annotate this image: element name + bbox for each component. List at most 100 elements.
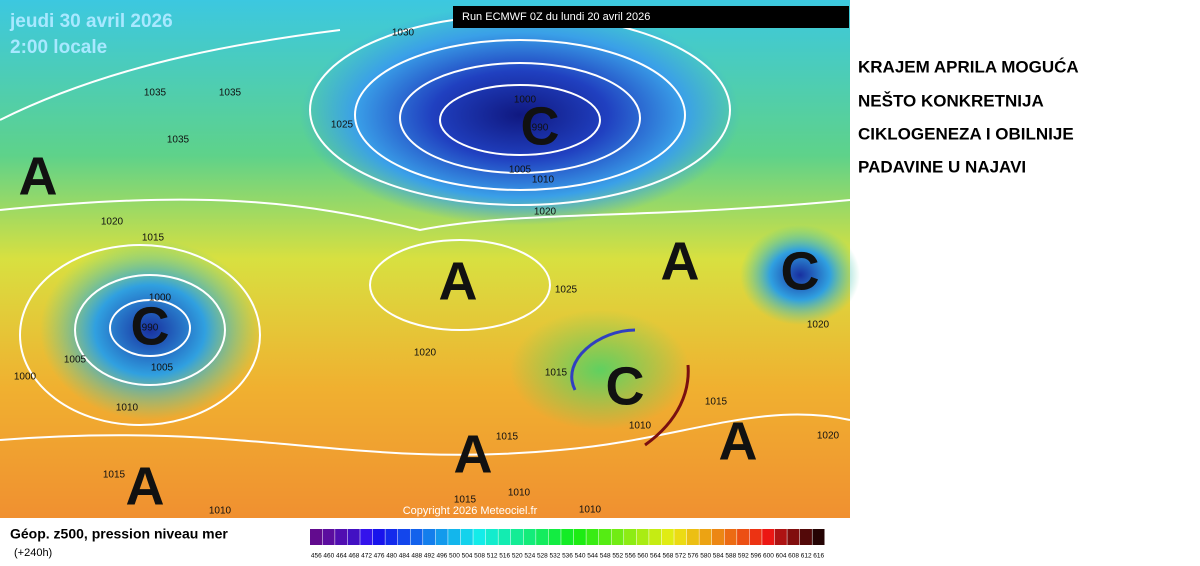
isobar-label: 1010 <box>209 506 232 517</box>
scale-cell <box>335 529 348 545</box>
scale-cell <box>397 529 410 545</box>
isobar-label: 1015 <box>705 397 728 408</box>
headline-line: CIKLOGENEZA I OBILNIJE <box>858 124 1074 143</box>
scale-cell <box>774 529 787 545</box>
isobar-label: 1010 <box>116 403 139 414</box>
scale-label: 556 <box>625 553 636 560</box>
headline-line: KRAJEM APRILA MOGUĆA <box>858 57 1079 76</box>
isobar-label: 1030 <box>392 28 415 39</box>
isobar-label: 1015 <box>103 470 126 481</box>
scale-cell <box>410 529 423 545</box>
isobar-label: 1000 <box>149 293 172 304</box>
scale-cell <box>724 529 737 545</box>
scale-label: 608 <box>788 553 799 560</box>
scale-label: 592 <box>738 553 749 560</box>
isobar-label: 1020 <box>807 320 830 331</box>
scale-cell <box>573 529 586 545</box>
isobar-label: 1015 <box>545 368 568 379</box>
scale-cell <box>460 529 473 545</box>
scale-label: 560 <box>637 553 648 560</box>
run-label: Run ECMWF 0Z du lundi 20 avril 2026 <box>462 11 650 23</box>
isobar-label: 1005 <box>64 355 87 366</box>
scale-label: 484 <box>399 553 410 560</box>
scale-cell <box>686 529 699 545</box>
scale-label: 612 <box>801 553 812 560</box>
isobar-label: 1035 <box>167 135 190 146</box>
time-label: 2:00 locale <box>10 37 107 58</box>
copyright: Copyright 2026 Meteociel.fr <box>403 505 538 517</box>
scale-cell <box>598 529 611 545</box>
scale-label: 504 <box>462 553 473 560</box>
scale-label: 464 <box>336 553 347 560</box>
scale-label: 468 <box>349 553 360 560</box>
scale-label: 600 <box>763 553 774 560</box>
scale-cell <box>310 529 323 545</box>
scale-cell <box>523 529 536 545</box>
isobar-label: 1035 <box>144 88 167 99</box>
scale-label: 536 <box>562 553 573 560</box>
weather-map: Run ECMWF 0Z du lundi 20 avril 2026 jeud… <box>0 0 860 518</box>
pressure-system: A <box>439 251 478 311</box>
scale-label: 564 <box>650 553 661 560</box>
scale-label: 604 <box>776 553 787 560</box>
scale-cell <box>510 529 524 545</box>
scale-label: 488 <box>411 553 422 560</box>
scale-cell <box>649 529 662 545</box>
isobar-label: 1015 <box>496 432 519 443</box>
pressure-system: A <box>454 424 493 484</box>
scale-cell <box>347 529 360 545</box>
pressure-system: C <box>781 241 820 301</box>
color-scale: 456 460 464 468 472 476 480 484 488 492 496 500 504 5… <box>310 529 825 560</box>
isobar-label: 1020 <box>534 207 557 218</box>
headline-line: NEŠTO KONKRETNIJA <box>858 91 1044 110</box>
scale-cell <box>624 529 637 545</box>
pressure-system: C <box>521 96 560 156</box>
isobar-label: 1005 <box>509 165 532 176</box>
isobar-label: 1020 <box>414 348 437 359</box>
isobar-label: 1015 <box>454 495 477 506</box>
scale-label: 540 <box>575 553 586 560</box>
scale-label: 524 <box>524 553 535 560</box>
isobar-label: 1000 <box>514 95 537 106</box>
scale-label: 544 <box>587 553 598 560</box>
scale-cell <box>661 529 674 545</box>
scale-cell <box>360 529 373 545</box>
scale-label: 588 <box>725 553 736 560</box>
isobar-label: 990 <box>142 323 159 334</box>
isobar-label: 1025 <box>331 120 354 131</box>
scale-cell <box>699 529 712 545</box>
scale-cell <box>799 529 812 545</box>
legend-title: Géop. z500, pression niveau mer <box>10 526 228 542</box>
scale-label: 512 <box>487 553 498 560</box>
scale-label: 500 <box>449 553 460 560</box>
scale-label: 492 <box>424 553 435 560</box>
scale-label: 572 <box>675 553 686 560</box>
date-label: jeudi 30 avril 2026 <box>9 11 173 32</box>
scale-label: 580 <box>700 553 711 560</box>
scale-cell <box>435 529 448 545</box>
scale-cell <box>548 529 561 545</box>
pressure-system: A <box>126 456 165 516</box>
pressure-system: A <box>661 231 700 291</box>
scale-label: 552 <box>612 553 623 560</box>
pressure-system: A <box>719 411 758 471</box>
scale-label: 476 <box>374 553 385 560</box>
isobar-label: 1035 <box>219 88 242 99</box>
scale-cell <box>611 529 624 545</box>
isobar-label: 1005 <box>151 363 174 374</box>
scale-label: 480 <box>386 553 397 560</box>
scale-label: 616 <box>813 553 824 560</box>
scale-label: 596 <box>750 553 761 560</box>
scale-cell <box>711 529 725 545</box>
scale-cell <box>674 529 687 545</box>
scale-label: 456 <box>311 553 322 560</box>
scale-cell <box>372 529 385 545</box>
scale-cell <box>787 529 800 545</box>
scale-cell <box>423 529 436 545</box>
scale-cell <box>561 529 574 545</box>
scale-label: 508 <box>474 553 485 560</box>
scale-cell <box>322 529 335 545</box>
isobar-label: 1010 <box>579 505 602 516</box>
scale-cell <box>448 529 461 545</box>
